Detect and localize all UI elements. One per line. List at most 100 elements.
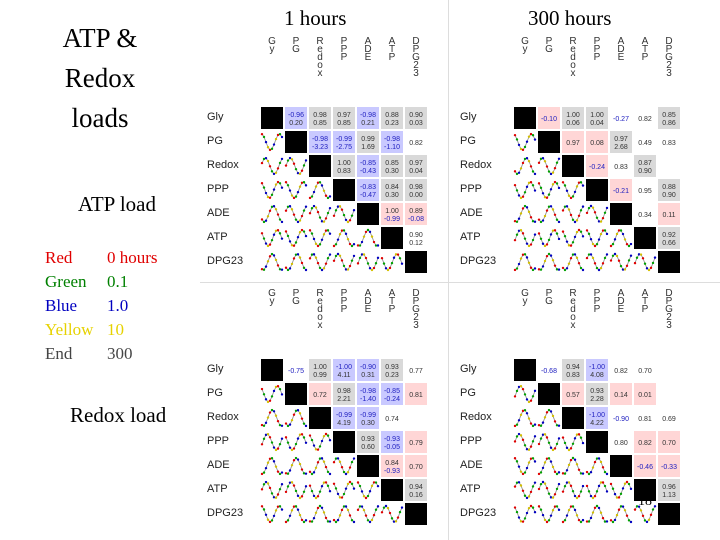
- coefficient-value: 0.70: [638, 368, 652, 375]
- trace-point: [579, 490, 583, 493]
- row-label-pg: PG: [207, 135, 223, 147]
- trace-point: [284, 209, 288, 212]
- coefficient-cell: [634, 155, 656, 177]
- trace-point: [272, 460, 276, 463]
- trace-point: [515, 267, 519, 270]
- trace-point: [362, 508, 366, 512]
- trace-point: [320, 268, 324, 272]
- trace-point: [308, 484, 312, 487]
- trace-point: [557, 157, 561, 160]
- trace-point: [374, 244, 378, 247]
- trace-point: [527, 181, 531, 185]
- coefficient-value: -0.98: [384, 136, 400, 143]
- trace-point: [292, 505, 296, 508]
- trace-point: [549, 446, 553, 449]
- trace-point: [529, 422, 533, 425]
- trace-point: [593, 494, 597, 498]
- trace-point: [527, 461, 531, 464]
- trace-point: [543, 259, 547, 263]
- trace-point: [358, 256, 362, 260]
- legend-item-blue: Blue 1.0: [45, 294, 158, 318]
- trace-point: [294, 195, 298, 198]
- trace-point: [635, 505, 639, 508]
- trace-point: [539, 186, 543, 190]
- trace-point: [551, 229, 555, 232]
- trace-point: [523, 471, 527, 474]
- trace-point: [551, 259, 555, 262]
- trace-point: [392, 520, 396, 523]
- coefficient-value: 0.82: [409, 140, 423, 147]
- trace-point: [579, 472, 583, 475]
- trace-point: [314, 256, 318, 259]
- trace-point: [603, 484, 607, 488]
- trace-point: [573, 437, 577, 440]
- trace-point: [599, 220, 603, 223]
- trace-point: [294, 241, 298, 244]
- trace-point: [543, 482, 547, 485]
- coefficient-cell: [381, 203, 403, 225]
- trace-point: [292, 162, 296, 165]
- trace-point: [288, 423, 292, 426]
- coefficient-value: -1.40: [360, 396, 376, 403]
- coefficient-value: -0.33: [661, 464, 677, 471]
- coefficient-value: 0.97: [566, 140, 580, 147]
- trace-point: [362, 235, 366, 238]
- trace-point: [621, 487, 625, 490]
- trace-point: [276, 470, 280, 473]
- diagonal-cell: [634, 479, 656, 501]
- trace-point: [529, 445, 533, 448]
- trace-point: [342, 229, 346, 232]
- coefficient-value: 0.74: [385, 416, 399, 423]
- trace-point: [322, 267, 326, 270]
- trace-point: [328, 520, 332, 523]
- trace-point: [555, 218, 559, 221]
- coefficient-value: 0.16: [409, 492, 423, 499]
- trace-point: [276, 213, 280, 216]
- trace-point: [515, 189, 519, 192]
- trace-point: [340, 466, 344, 469]
- diagonal-cell: [538, 383, 560, 405]
- coefficient-value: 0.79: [409, 440, 423, 447]
- trace-point: [324, 432, 328, 436]
- row-label-pg: PG: [460, 135, 476, 147]
- coefficient-value: -0.96: [288, 112, 304, 119]
- coefficient-value: 0.82: [638, 116, 652, 123]
- trace-point: [268, 255, 272, 258]
- trace-point: [553, 264, 557, 267]
- trace-point: [627, 482, 631, 486]
- diagonal-cell: [309, 155, 331, 177]
- trace-point: [340, 496, 344, 499]
- coefficient-value: -0.85: [384, 388, 400, 395]
- coefficient-value: 0.12: [409, 240, 423, 247]
- coefficient-value: 1.69: [361, 144, 375, 151]
- trace-point: [539, 237, 543, 241]
- trace-point: [264, 513, 268, 517]
- trace-point: [547, 408, 551, 412]
- trace-point: [611, 242, 615, 246]
- col-code-atp: A T P: [641, 36, 649, 63]
- trace-point: [551, 496, 555, 499]
- coefficient-value: -0.90: [613, 416, 629, 423]
- trace-point: [539, 268, 543, 271]
- trace-point: [537, 232, 541, 235]
- coefficient-value: 0.97: [337, 112, 351, 119]
- trace-point: [336, 205, 340, 208]
- trace-point: [529, 165, 533, 168]
- trace-point: [268, 486, 272, 490]
- trace-point: [615, 254, 619, 258]
- trace-point: [561, 230, 565, 233]
- col-code-atp: A T P: [641, 288, 649, 315]
- trace-point: [346, 220, 350, 224]
- trace-point: [603, 470, 607, 474]
- trace-point: [585, 520, 589, 523]
- trace-point: [653, 505, 657, 508]
- trace-point: [272, 389, 276, 393]
- trace-point: [284, 436, 288, 439]
- trace-point: [569, 244, 573, 247]
- coefficient-value: -0.68: [541, 368, 557, 375]
- coefficient-value: 4.22: [590, 420, 604, 427]
- trace-point: [605, 253, 609, 256]
- coefficient-cell: [538, 107, 560, 129]
- trace-point: [575, 514, 579, 517]
- trace-point: [278, 442, 282, 446]
